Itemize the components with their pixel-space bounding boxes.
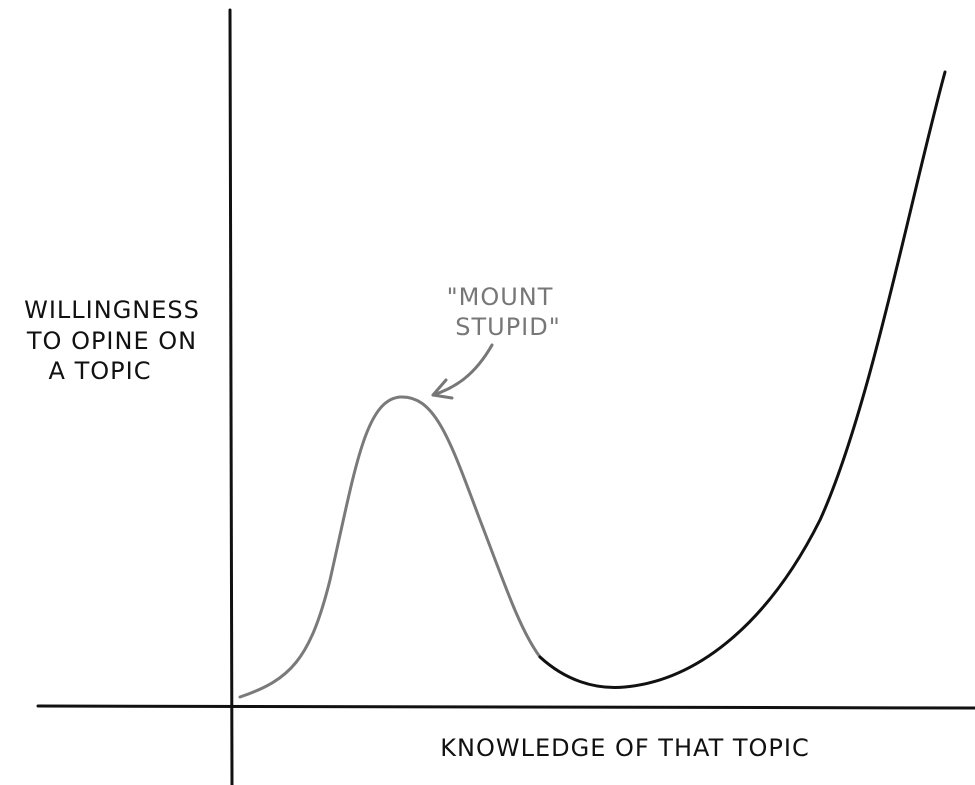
annotation-text: STUPID" <box>455 313 561 341</box>
y-axis-label: A TOPIC <box>49 357 152 385</box>
y-axis-label: TO OPINE ON <box>26 327 197 355</box>
annotation-arrow <box>431 343 494 397</box>
y-axis-label: WILLINGNESS <box>24 296 200 324</box>
y-axis <box>228 8 234 785</box>
mount-stupid-curve <box>238 395 542 699</box>
annotation-text: "MOUNT <box>447 283 554 311</box>
x-axis <box>36 704 975 710</box>
arrow-head <box>431 378 454 400</box>
knowledge-curve <box>538 70 947 690</box>
x-axis-label: KNOWLEDGE OF THAT TOPIC <box>440 734 809 762</box>
